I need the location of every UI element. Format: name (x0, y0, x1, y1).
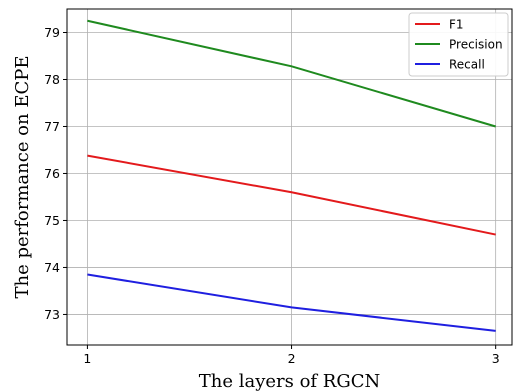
plot-area-frame (66, 8, 513, 346)
legend-label: Precision (449, 38, 503, 52)
legend-box (408, 12, 509, 77)
legend: F1 Precision Recall (408, 12, 509, 77)
x-tick-label: 2 (288, 351, 296, 366)
x-tick-label: 1 (83, 351, 91, 366)
y-tick-label: 78 (44, 72, 60, 87)
y-axis-label: The performance on ECPE (12, 55, 33, 298)
x-axis-label: The layers of RGCN (199, 371, 381, 391)
y-tick-label: 79 (44, 25, 60, 40)
x-tick-label: 3 (492, 351, 500, 366)
y-tick-label: 75 (44, 213, 60, 228)
y-tick-label: 73 (44, 307, 60, 322)
y-tick-label: 74 (44, 260, 60, 275)
y-tick-label: 76 (44, 166, 60, 181)
legend-label: Recall (449, 58, 485, 72)
y-axis-ticks: 73 74 75 76 77 78 79 (44, 25, 67, 322)
y-tick-label: 77 (44, 119, 60, 134)
legend-label: F1 (449, 18, 464, 32)
series-lines (87, 19, 496, 332)
x-axis-ticks: 1 2 3 (83, 345, 500, 366)
series-line-precision (87, 19, 496, 128)
series-line-recall (87, 273, 496, 332)
series-line-f1 (87, 154, 496, 236)
